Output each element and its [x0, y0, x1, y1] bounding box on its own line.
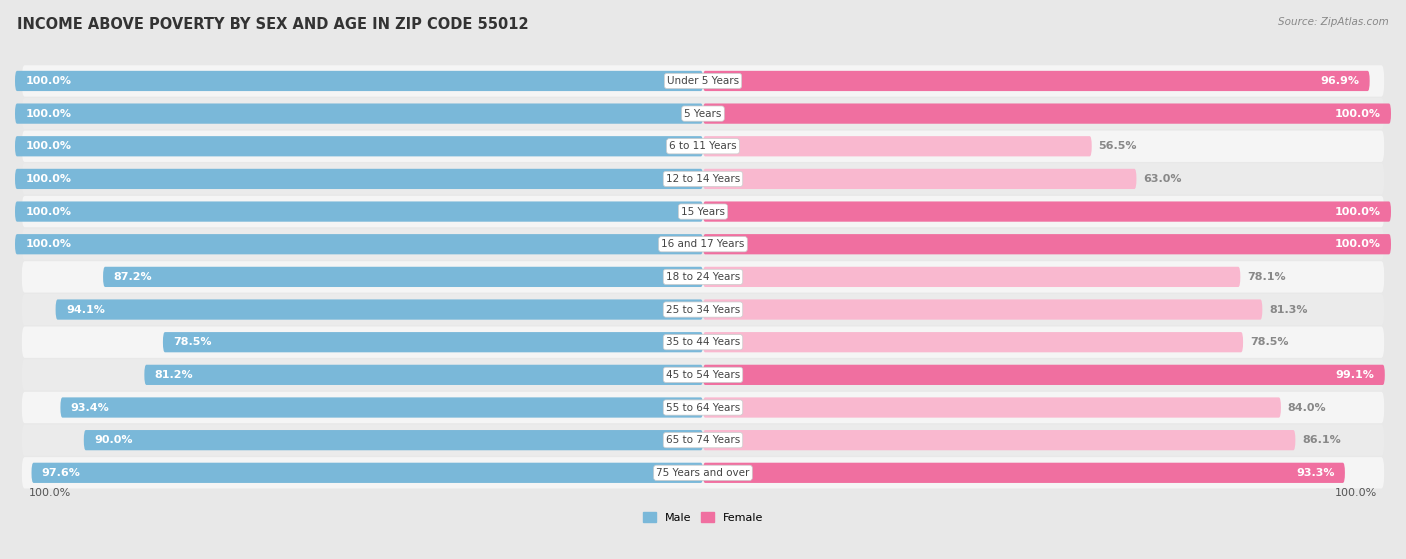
Text: 56.5%: 56.5% [1098, 141, 1137, 151]
FancyBboxPatch shape [15, 169, 703, 189]
Text: 25 to 34 Years: 25 to 34 Years [666, 305, 740, 315]
Text: 100.0%: 100.0% [25, 174, 72, 184]
FancyBboxPatch shape [22, 392, 1384, 423]
FancyBboxPatch shape [22, 98, 1384, 129]
Text: 100.0%: 100.0% [1334, 239, 1381, 249]
FancyBboxPatch shape [22, 65, 1384, 97]
Text: 93.3%: 93.3% [1296, 468, 1334, 478]
FancyBboxPatch shape [703, 430, 1295, 451]
Text: 45 to 54 Years: 45 to 54 Years [666, 370, 740, 380]
Text: 86.1%: 86.1% [1302, 435, 1341, 445]
Text: 18 to 24 Years: 18 to 24 Years [666, 272, 740, 282]
Text: 100.0%: 100.0% [25, 108, 72, 119]
Text: 100.0%: 100.0% [1334, 108, 1381, 119]
Text: 35 to 44 Years: 35 to 44 Years [666, 337, 740, 347]
Text: INCOME ABOVE POVERTY BY SEX AND AGE IN ZIP CODE 55012: INCOME ABOVE POVERTY BY SEX AND AGE IN Z… [17, 17, 529, 32]
Text: 100.0%: 100.0% [1334, 488, 1378, 498]
FancyBboxPatch shape [15, 103, 703, 124]
FancyBboxPatch shape [103, 267, 703, 287]
FancyBboxPatch shape [703, 169, 1136, 189]
Text: 75 Years and over: 75 Years and over [657, 468, 749, 478]
Text: 78.5%: 78.5% [173, 337, 212, 347]
FancyBboxPatch shape [22, 359, 1384, 391]
FancyBboxPatch shape [703, 234, 1391, 254]
Text: 63.0%: 63.0% [1143, 174, 1182, 184]
Text: Under 5 Years: Under 5 Years [666, 76, 740, 86]
FancyBboxPatch shape [22, 326, 1384, 358]
Text: 55 to 64 Years: 55 to 64 Years [666, 402, 740, 413]
Text: Source: ZipAtlas.com: Source: ZipAtlas.com [1278, 17, 1389, 27]
Text: 100.0%: 100.0% [25, 207, 72, 216]
Text: 100.0%: 100.0% [1334, 207, 1381, 216]
FancyBboxPatch shape [22, 163, 1384, 195]
FancyBboxPatch shape [703, 103, 1391, 124]
Text: 78.5%: 78.5% [1250, 337, 1288, 347]
FancyBboxPatch shape [703, 463, 1346, 483]
Text: 6 to 11 Years: 6 to 11 Years [669, 141, 737, 151]
Text: 65 to 74 Years: 65 to 74 Years [666, 435, 740, 445]
FancyBboxPatch shape [703, 364, 1385, 385]
Text: 94.1%: 94.1% [66, 305, 105, 315]
FancyBboxPatch shape [22, 261, 1384, 292]
Text: 16 and 17 Years: 16 and 17 Years [661, 239, 745, 249]
FancyBboxPatch shape [22, 457, 1384, 489]
FancyBboxPatch shape [15, 201, 703, 222]
FancyBboxPatch shape [703, 71, 1369, 91]
Text: 87.2%: 87.2% [114, 272, 152, 282]
FancyBboxPatch shape [56, 300, 703, 320]
FancyBboxPatch shape [22, 229, 1384, 260]
FancyBboxPatch shape [22, 424, 1384, 456]
Text: 97.6%: 97.6% [42, 468, 80, 478]
FancyBboxPatch shape [703, 300, 1263, 320]
Text: 96.9%: 96.9% [1320, 76, 1360, 86]
FancyBboxPatch shape [703, 201, 1391, 222]
FancyBboxPatch shape [31, 463, 703, 483]
FancyBboxPatch shape [84, 430, 703, 451]
FancyBboxPatch shape [22, 196, 1384, 228]
FancyBboxPatch shape [15, 136, 703, 157]
FancyBboxPatch shape [22, 131, 1384, 162]
FancyBboxPatch shape [703, 136, 1091, 157]
Text: 100.0%: 100.0% [28, 488, 72, 498]
Legend: Male, Female: Male, Female [638, 508, 768, 528]
Text: 99.1%: 99.1% [1336, 370, 1375, 380]
Text: 100.0%: 100.0% [25, 76, 72, 86]
Text: 84.0%: 84.0% [1288, 402, 1326, 413]
FancyBboxPatch shape [703, 332, 1243, 352]
FancyBboxPatch shape [15, 234, 703, 254]
Text: 81.2%: 81.2% [155, 370, 193, 380]
FancyBboxPatch shape [163, 332, 703, 352]
FancyBboxPatch shape [60, 397, 703, 418]
Text: 12 to 14 Years: 12 to 14 Years [666, 174, 740, 184]
Text: 100.0%: 100.0% [25, 141, 72, 151]
Text: 93.4%: 93.4% [70, 402, 110, 413]
Text: 5 Years: 5 Years [685, 108, 721, 119]
Text: 90.0%: 90.0% [94, 435, 132, 445]
FancyBboxPatch shape [22, 294, 1384, 325]
Text: 78.1%: 78.1% [1247, 272, 1286, 282]
Text: 15 Years: 15 Years [681, 207, 725, 216]
Text: 100.0%: 100.0% [25, 239, 72, 249]
FancyBboxPatch shape [15, 71, 703, 91]
FancyBboxPatch shape [703, 397, 1281, 418]
FancyBboxPatch shape [703, 267, 1240, 287]
Text: 81.3%: 81.3% [1270, 305, 1308, 315]
FancyBboxPatch shape [145, 364, 703, 385]
